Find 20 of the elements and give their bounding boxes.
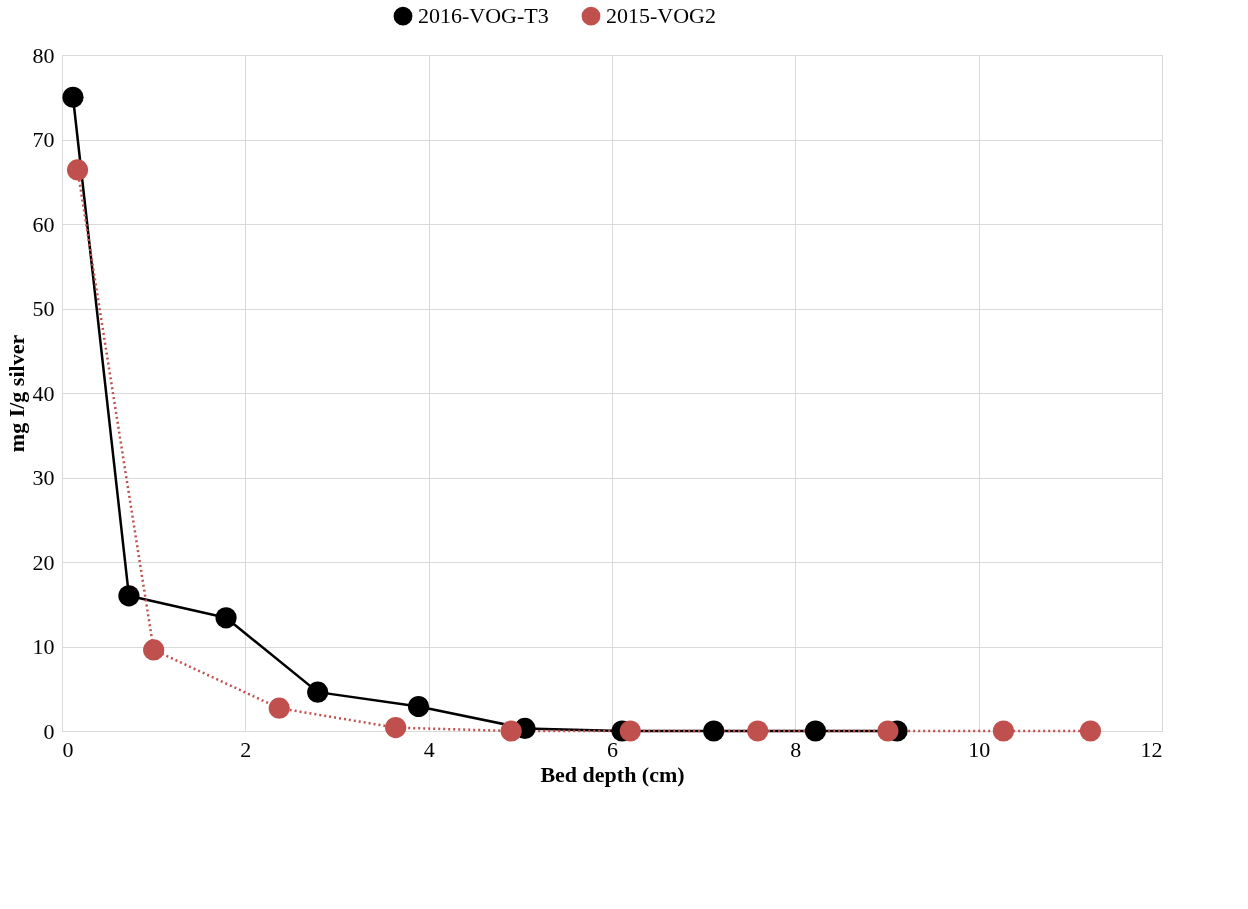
legend-label: 2016-VOG-T3	[418, 3, 549, 29]
legend-label: 2015-VOG2	[606, 3, 716, 29]
x-tick-label: 12	[1140, 736, 1163, 762]
x-tick-label: 8	[790, 736, 802, 762]
x-axis-title: Bed depth (cm)	[540, 761, 685, 787]
x-tick-label: 6	[607, 736, 618, 762]
y-tick-label: 70	[32, 127, 55, 152]
y-axis-title: mg I/g silver	[3, 334, 29, 453]
y-tick-label: 10	[32, 634, 55, 659]
y-tick-label: 50	[32, 296, 55, 321]
y-tick-label: 20	[32, 549, 55, 575]
y-tick-label: 80	[32, 42, 55, 68]
x-tick-label: 4	[423, 736, 435, 762]
y-tick-label: 0	[43, 718, 55, 744]
x-tick-label: 2	[240, 736, 252, 762]
y-tick-label: 60	[32, 211, 55, 237]
y-tick-label: 40	[32, 380, 55, 406]
y-tick-label: 30	[32, 465, 55, 490]
x-tick-label: 0	[62, 736, 74, 762]
x-tick-label: 10	[968, 736, 991, 762]
